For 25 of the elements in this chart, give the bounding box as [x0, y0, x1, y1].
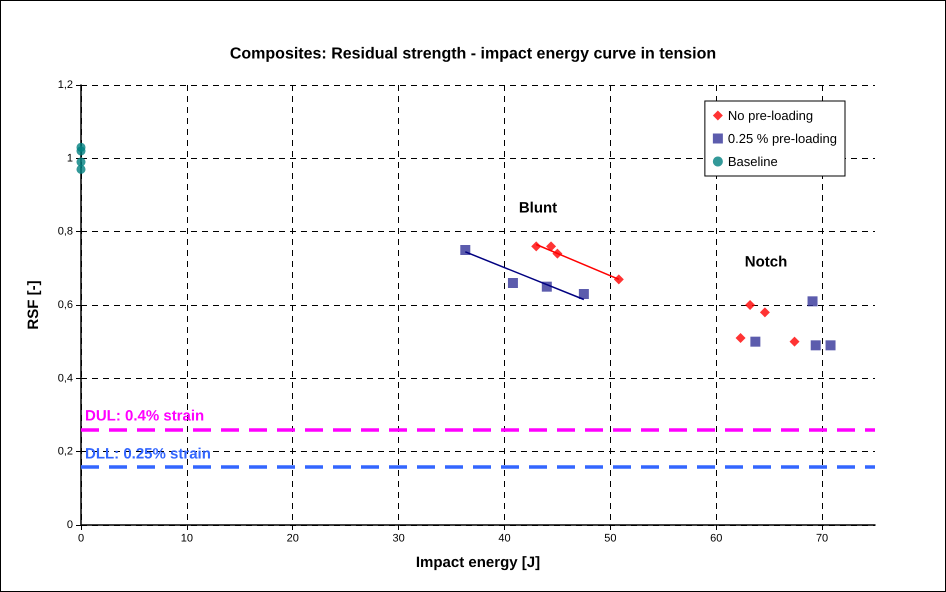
- y-tick-label: 1,2: [58, 79, 73, 91]
- x-tick-label: 60: [710, 532, 722, 544]
- legend-label: No pre-loading: [728, 108, 814, 123]
- x-tick-label: 30: [392, 532, 405, 544]
- annotation: DUL: 0.4% strain: [85, 408, 204, 424]
- x-tick-label: 40: [498, 532, 511, 544]
- x-tick-label: 70: [816, 532, 828, 544]
- y-tick-label: 0,6: [58, 299, 73, 311]
- x-axis-title: Impact energy [J]: [416, 554, 540, 571]
- y-tick-label: 0,2: [58, 446, 73, 458]
- y-tick-label: 0: [66, 519, 73, 531]
- y-tick-label: 0,8: [58, 226, 73, 238]
- x-tick-label: 0: [78, 532, 84, 544]
- annotation: Notch: [744, 254, 788, 270]
- chart-title: Composites: Residual strength - impact energy curve in tension: [230, 46, 716, 62]
- x-tick-label: 20: [286, 532, 299, 544]
- x-tick-label: 10: [180, 532, 193, 544]
- legend-label: 0.25 % pre-loading: [728, 131, 838, 146]
- legend-label: Baseline: [728, 154, 778, 169]
- y-tick-label: 1: [66, 152, 73, 164]
- annotation: Blunt: [518, 200, 558, 216]
- annotation: DLL: 0.25% strain: [85, 446, 211, 462]
- x-tick-label: 50: [604, 532, 616, 544]
- y-axis-title: RSF [-]: [25, 280, 42, 330]
- y-tick-label: 0,4: [58, 372, 73, 384]
